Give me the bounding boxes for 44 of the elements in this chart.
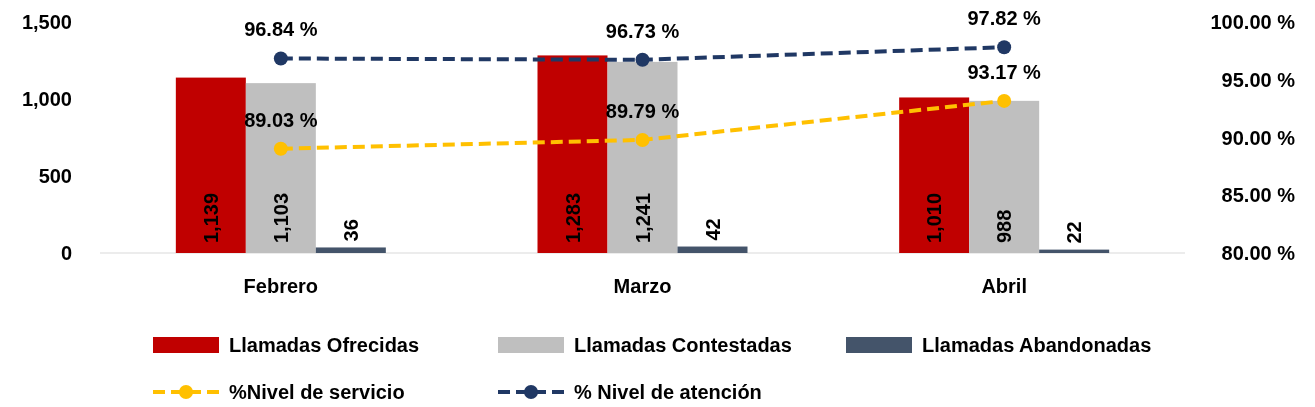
point: [635, 132, 650, 147]
point: [273, 51, 288, 66]
data-label: 93.17 %: [967, 60, 1042, 83]
data-label: 97.82 %: [967, 7, 1042, 30]
data-label: 1,139: [199, 192, 222, 243]
bar: [677, 246, 748, 253]
legend-label: %Nivel de servicio: [229, 381, 405, 403]
data-label: 42: [701, 218, 724, 241]
legend-label: Llamadas Ofrecidas: [229, 334, 420, 356]
data-label: 1,010: [923, 192, 946, 243]
data-label: 96.84 %: [244, 18, 318, 41]
y-tick-label: 500: [38, 165, 72, 187]
bar: [899, 97, 970, 253]
legend-label: % Nivel de atención: [574, 381, 762, 403]
y2-tick-label: 80.00 %: [1221, 242, 1296, 264]
point: [997, 93, 1012, 108]
data-label: 988: [993, 209, 1016, 243]
data-label: 36: [339, 219, 362, 242]
point: [273, 141, 288, 156]
bar: [315, 247, 386, 253]
x-tick-label: Marzo: [613, 275, 672, 297]
bar: [245, 83, 316, 253]
data-label: 1,283: [561, 192, 584, 243]
bar: [175, 77, 246, 253]
bar: [969, 100, 1040, 253]
legend-label: Llamadas Abandonadas: [922, 334, 1152, 356]
data-label: 96.73 %: [605, 19, 680, 42]
point: [997, 40, 1012, 55]
y-tick-label: 1,500: [21, 11, 72, 33]
y2-tick-label: 95.00 %: [1221, 68, 1296, 91]
y-tick-label: 1,000: [21, 88, 72, 110]
bar: [607, 61, 678, 253]
data-label: 1,103: [269, 192, 292, 243]
legend-label: Llamadas Contestadas: [574, 334, 792, 356]
x-tick-label: Abril: [981, 275, 1027, 297]
x-tick-label: Febrero: [243, 275, 319, 297]
data-label: 1,241: [631, 192, 654, 243]
point: [635, 52, 650, 67]
y2-tick-label: 90.00 %: [1221, 126, 1296, 149]
y2-tick-label: 100.00 %: [1210, 11, 1296, 33]
y-tick-label: 0: [60, 242, 72, 264]
bar: [537, 55, 608, 253]
data-label: 22: [1063, 221, 1086, 244]
y2-tick-label: 85.00 %: [1221, 184, 1296, 207]
